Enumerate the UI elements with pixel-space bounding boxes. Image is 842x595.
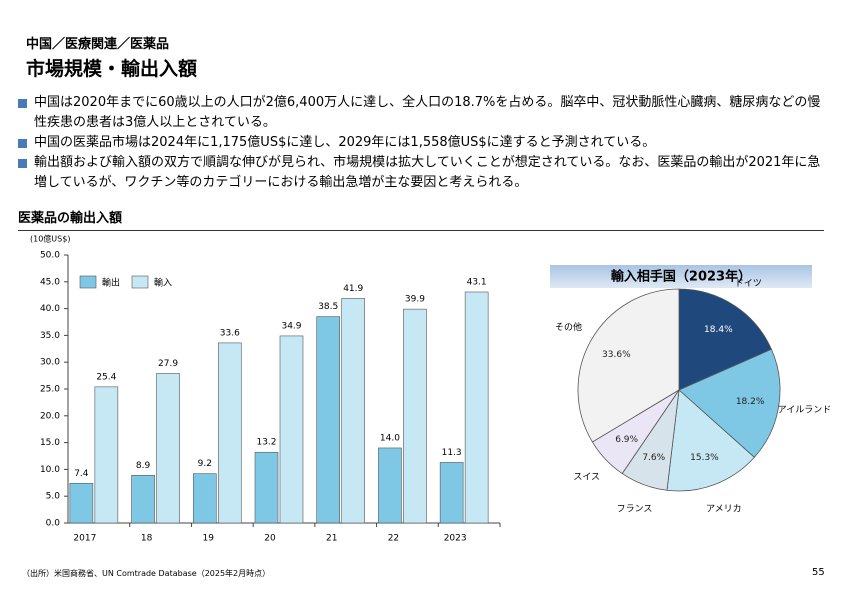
legend-swatch — [131, 275, 149, 289]
pie-slice — [666, 389, 755, 492]
pie-value-label: 18.2% — [736, 397, 765, 407]
bar-value-label: 25.4 — [96, 372, 116, 382]
y-tick-label: 0.0 — [46, 519, 61, 529]
bar-value-label: 7.4 — [74, 469, 89, 479]
bar — [316, 316, 341, 524]
bar-value-label: 9.2 — [198, 459, 212, 469]
bar — [156, 373, 180, 524]
bar — [439, 462, 464, 524]
bar — [131, 474, 155, 524]
x-tick-label: 18 — [141, 534, 153, 544]
pie-title: 輸入相手国（2023年） — [611, 269, 751, 285]
pie-category-label: アメリカ — [706, 503, 742, 514]
x-tick-label: 20 — [264, 534, 276, 544]
pie-slice — [678, 288, 772, 391]
y-tick-label: 20.0 — [40, 411, 60, 421]
bar-value-label: 14.0 — [380, 433, 400, 443]
y-tick-label: 45.0 — [40, 277, 60, 287]
bar-value-label: 41.9 — [343, 284, 363, 294]
page-number: 55 — [812, 567, 825, 578]
bar-value-label: 8.9 — [136, 461, 151, 471]
x-tick-label: 21 — [326, 534, 337, 544]
pie-value-label: 6.9% — [615, 435, 638, 445]
bar-value-label: 43.1 — [467, 277, 487, 287]
source-note: （出所）米国商務省、UN Comtrade Database（2025年2月時点… — [22, 569, 271, 578]
page-title: 市場規模・輸出入額 — [26, 58, 198, 80]
pie-category-label: スイス — [573, 473, 600, 483]
unit-label: (10億US$) — [30, 234, 70, 244]
bar — [403, 308, 427, 524]
bullet: 中国は2020年までに60歳以上の人口が2億6,400万人に達し、全人口の18.… — [18, 93, 828, 133]
bar — [254, 451, 279, 524]
pie-slice — [678, 348, 781, 458]
y-tick-label: 25.0 — [40, 385, 60, 395]
bar-value-label: 39.9 — [405, 295, 425, 305]
legend-swatch — [79, 275, 97, 289]
y-tick-label: 15.0 — [40, 438, 60, 448]
pie-slice — [577, 288, 680, 443]
section-title: 医薬品の輸出入額 — [18, 207, 824, 231]
pie-value-label: 18.4% — [704, 325, 733, 335]
legend-label: 輸出 — [102, 277, 120, 289]
y-tick-label: 50.0 — [40, 251, 60, 261]
pie-value-label: 15.3% — [690, 453, 719, 463]
y-tick-label: 40.0 — [40, 304, 60, 314]
y-tick-label: 35.0 — [40, 331, 60, 341]
bar-value-label: 38.5 — [318, 302, 338, 312]
bar-value-label: 33.6 — [220, 328, 240, 338]
bar — [192, 473, 217, 524]
pie-category-label: ドイツ — [735, 279, 762, 289]
bullet: 輸出額および輸入額の双方で順調な伸びが見られ、市場規模は拡大していくことが想定さ… — [18, 153, 828, 193]
bullet: 中国の医薬品市場は2024年に1,175億US$に達し、2029年には1,558… — [18, 133, 828, 153]
x-tick-label: 19 — [203, 534, 215, 544]
x-tick-label: 2023 — [444, 534, 467, 544]
y-tick-label: 5.0 — [46, 492, 61, 502]
breadcrumb: 中国／医療関連／医薬品 — [26, 37, 170, 52]
bar — [378, 447, 402, 524]
pie-value-label: 33.6% — [602, 350, 631, 360]
pie-category-label: その他 — [555, 321, 582, 333]
pie-value-label: 7.6% — [642, 453, 665, 463]
pie-title-band — [550, 265, 812, 288]
bar — [69, 483, 94, 524]
bar — [279, 335, 304, 524]
pie-category-label: アイルランド — [778, 404, 832, 415]
bullet-list: 中国は2020年までに60歳以上の人口が2億6,400万人に達し、全人口の18.… — [18, 93, 828, 193]
bar-value-label: 34.9 — [281, 321, 301, 331]
bar — [217, 342, 242, 524]
x-tick-label: 2017 — [73, 534, 96, 544]
bar-value-label: 11.3 — [442, 448, 462, 458]
pie-category-label: フランス — [617, 503, 653, 514]
legend-label: 輸入 — [154, 277, 172, 289]
bar — [94, 386, 119, 524]
y-tick-label: 10.0 — [40, 465, 60, 475]
bar-value-label: 27.9 — [158, 359, 178, 369]
y-tick-label: 30.0 — [40, 358, 60, 368]
bar-value-label: 13.2 — [256, 438, 276, 448]
x-tick-label: 22 — [388, 534, 399, 544]
bar — [341, 298, 366, 524]
bar — [464, 291, 489, 524]
